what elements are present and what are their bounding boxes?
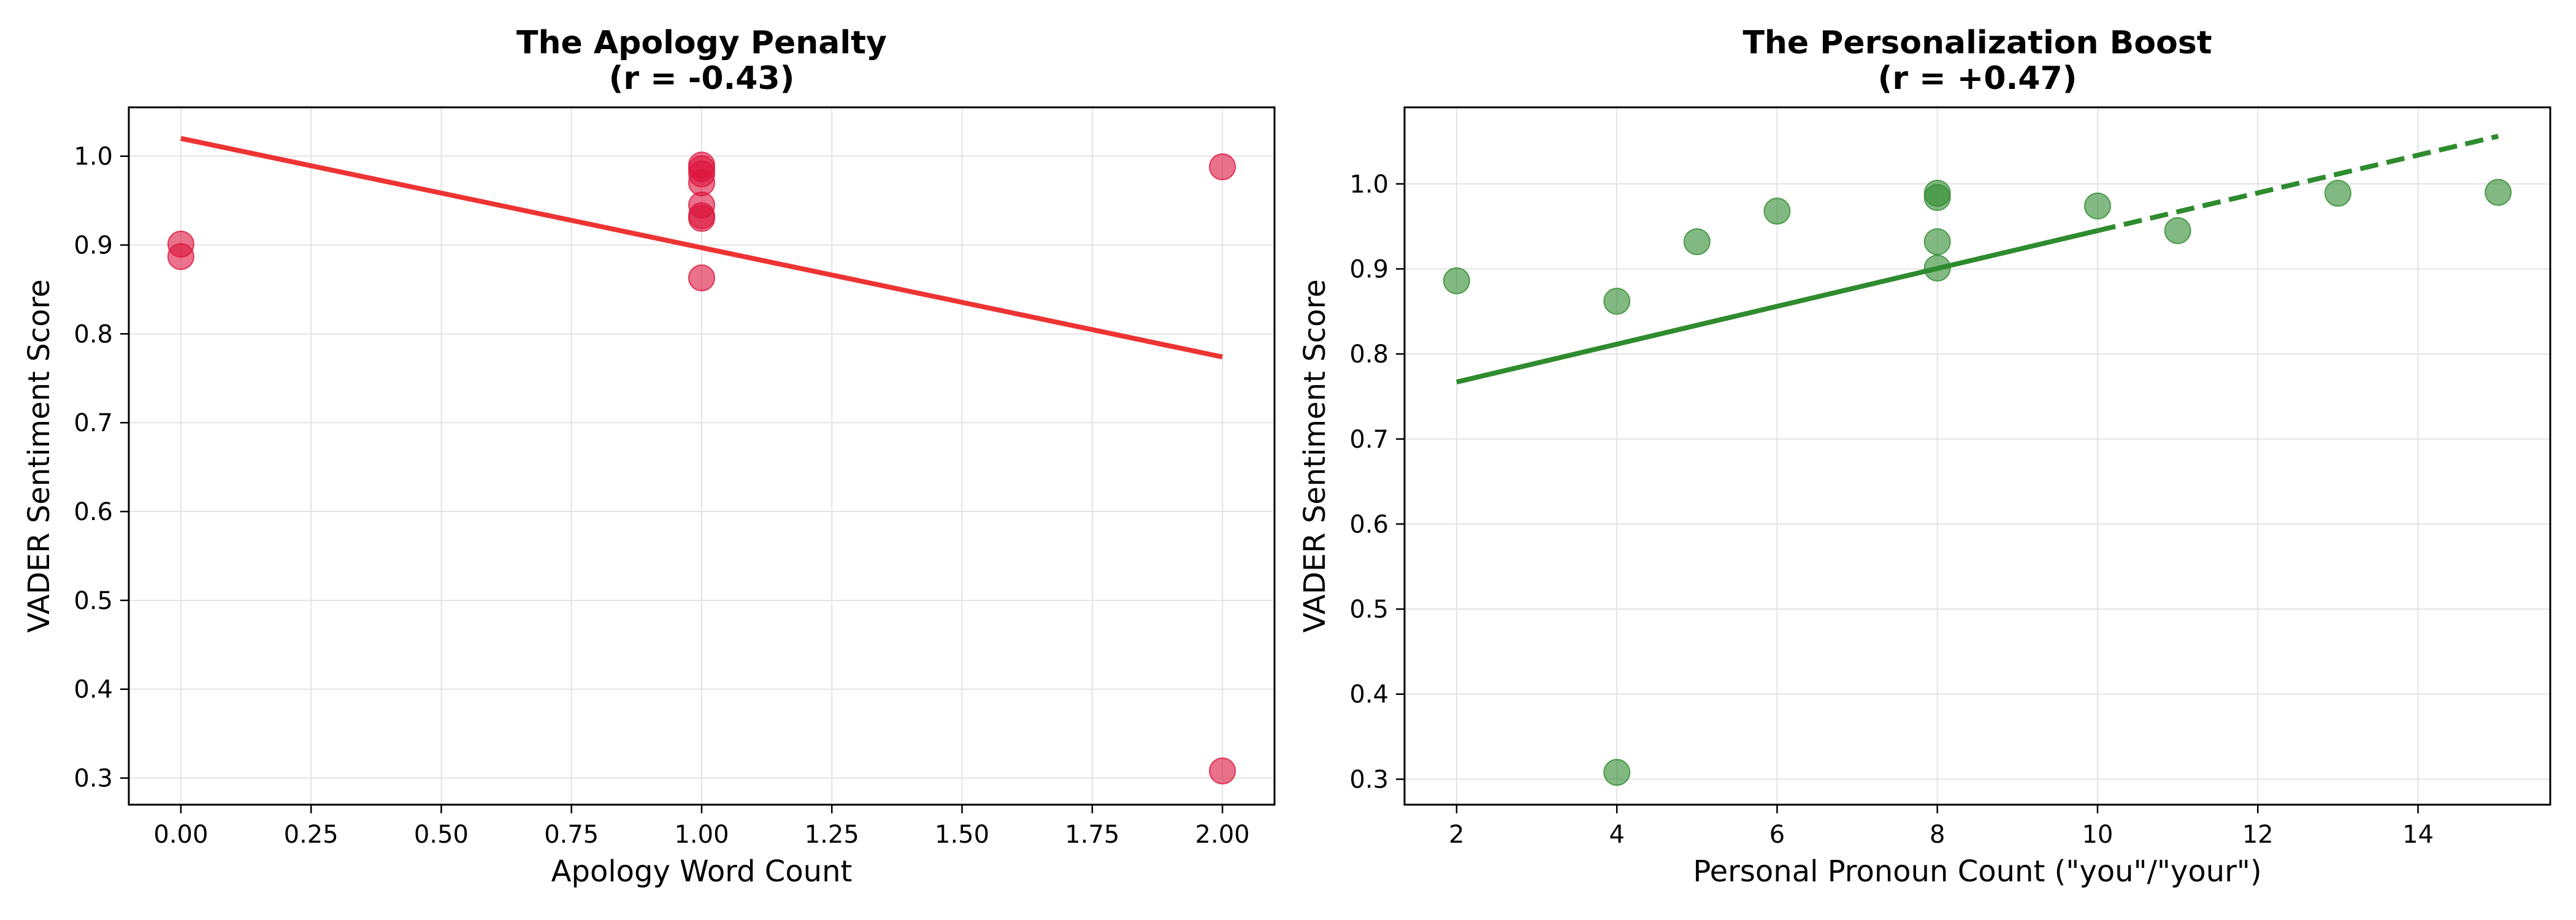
x-tick-label: 8 <box>1930 821 1945 849</box>
apology-penalty-chart: 0.00 0.25 0.50 0.75 1.00 1.25 1.50 1.75 2.00 0.3 0… <box>22 25 1276 889</box>
y-tick-label: 0.6 <box>74 498 113 526</box>
x-tick-label: 0.25 <box>284 821 339 849</box>
data-points <box>167 151 1236 784</box>
data-point <box>1923 255 1951 282</box>
y-axis-label: VADER Sentiment Score <box>22 279 56 632</box>
y-tick-label: 0.3 <box>74 765 113 793</box>
data-point <box>1923 228 1951 256</box>
axis-ticks: 2 4 6 8 10 12 14 0.3 0.4 0.5 0.6 0.7 0.8 0.9 1.0 <box>1349 171 2434 849</box>
x-tick-label: 12 <box>2242 821 2274 849</box>
data-point <box>1209 757 1236 784</box>
x-tick-label: 0.00 <box>153 821 208 849</box>
data-point <box>1763 197 1791 225</box>
plot-frame <box>1403 106 2551 806</box>
grid-lines <box>1405 107 2550 805</box>
x-tick-label: 14 <box>2402 821 2434 849</box>
data-point <box>1683 228 1711 256</box>
data-point <box>2485 178 2512 206</box>
data-point <box>1603 288 1631 315</box>
chart-subtitle: (r = +0.47) <box>1878 60 2077 97</box>
x-tick-label: 0.50 <box>414 821 469 849</box>
x-axis-label: Personal Pronoun Count ("you"/"your") <box>1693 854 2261 889</box>
data-points <box>1443 178 2512 786</box>
data-point <box>2324 180 2352 207</box>
data-point <box>1443 267 1470 294</box>
x-tick-label: 1.75 <box>1065 821 1119 849</box>
trend-line <box>1455 134 2499 385</box>
data-point <box>1209 153 1236 181</box>
y-tick-label: 0.9 <box>74 232 113 260</box>
y-tick-label: 0.9 <box>1349 255 1389 283</box>
y-tick-label: 0.7 <box>74 409 113 437</box>
y-tick-label: 0.5 <box>74 587 113 615</box>
x-tick-label: 2 <box>1449 821 1464 849</box>
x-tick-label: 1.50 <box>935 821 989 849</box>
chart-title: The Personalization Boost <box>1742 25 2212 61</box>
y-tick-label: 0.3 <box>1349 765 1389 794</box>
y-tick-label: 1.0 <box>74 143 113 171</box>
chart-subtitle: (r = -0.43) <box>609 60 795 97</box>
x-tick-label: 0.75 <box>544 821 599 849</box>
data-point <box>1603 759 1631 786</box>
y-tick-label: 0.6 <box>1349 510 1389 539</box>
y-tick-label: 1.0 <box>1349 171 1389 199</box>
trend-line-solid <box>180 136 1223 359</box>
axis-ticks: 0.00 0.25 0.50 0.75 1.00 1.25 1.50 1.75 2.00 0.3 0… <box>74 143 1249 849</box>
x-tick-label: 1.25 <box>805 821 859 849</box>
data-point <box>2083 192 2111 220</box>
data-point <box>2164 217 2191 245</box>
chart-title: The Apology Penalty <box>516 25 887 61</box>
x-tick-label: 10 <box>2082 821 2113 849</box>
y-tick-label: 0.5 <box>1349 596 1389 624</box>
data-point <box>167 243 194 270</box>
data-point <box>688 264 715 292</box>
data-point <box>688 205 715 232</box>
y-tick-label: 0.4 <box>1349 681 1389 709</box>
x-axis-label: Apology Word Count <box>551 854 853 889</box>
y-tick-label: 0.7 <box>1349 426 1389 454</box>
x-tick-label: 4 <box>1609 821 1624 849</box>
y-axis-label: VADER Sentiment Score <box>1298 279 1332 632</box>
x-tick-label: 6 <box>1769 821 1785 849</box>
y-tick-label: 0.8 <box>1349 340 1389 369</box>
y-tick-label: 0.8 <box>74 320 113 348</box>
x-tick-label: 1.00 <box>674 821 729 849</box>
data-point <box>1923 183 1951 211</box>
trend-line <box>180 136 1223 359</box>
trend-line-solid <box>1455 228 2098 385</box>
trend-line-dashed <box>2097 134 2499 233</box>
y-tick-label: 0.4 <box>74 676 113 704</box>
x-tick-label: 2.00 <box>1195 821 1250 849</box>
personalization-boost-chart: 2 4 6 8 10 12 14 0.3 0.4 0.5 0.6 0.7 0.8 0.9 1.0 The P… <box>1298 25 2551 889</box>
